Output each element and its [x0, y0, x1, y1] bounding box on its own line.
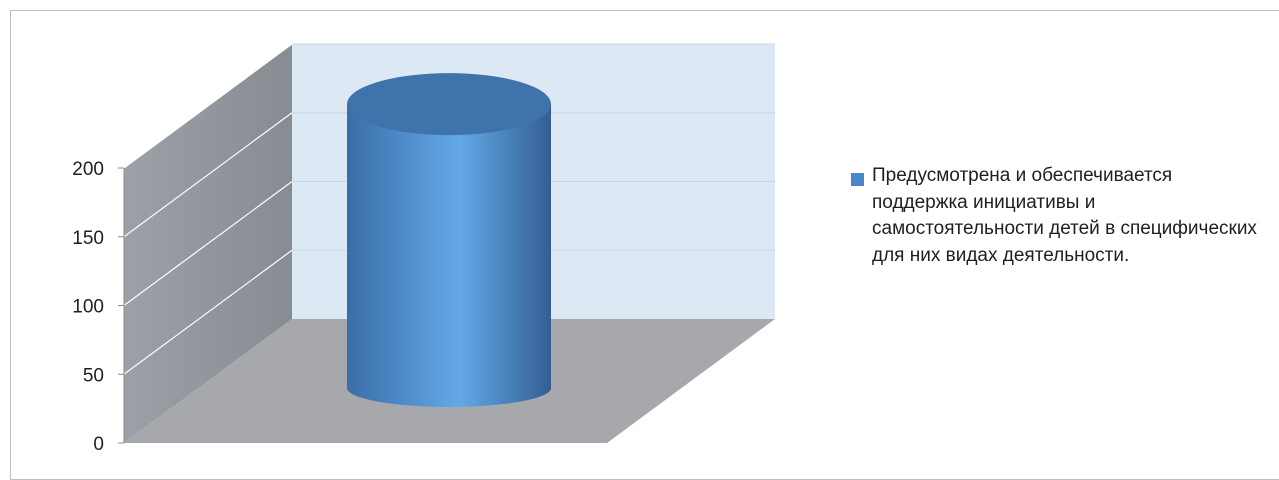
- y-tick-label: 0: [93, 434, 104, 455]
- gridline-side: [123, 249, 293, 375]
- y-tick-label: 100: [72, 297, 104, 318]
- gridline-side: [123, 181, 293, 306]
- y-tick-label: 200: [72, 159, 104, 180]
- gridline-side: [123, 43, 293, 169]
- chart-plot: 0 50 100 150 200: [72, 43, 775, 455]
- bar-body: [347, 104, 551, 407]
- legend: Предусмотрена и обеспечивается поддержка…: [851, 163, 1271, 269]
- legend-swatch: [851, 173, 864, 186]
- legend-label: Предусмотрена и обеспечивается поддержка…: [872, 165, 1257, 266]
- y-tick-label: 50: [83, 365, 104, 386]
- gridline-side: [123, 112, 293, 238]
- y-tick-label: 150: [72, 228, 104, 249]
- bar-top: [347, 73, 551, 136]
- bar: [347, 73, 551, 407]
